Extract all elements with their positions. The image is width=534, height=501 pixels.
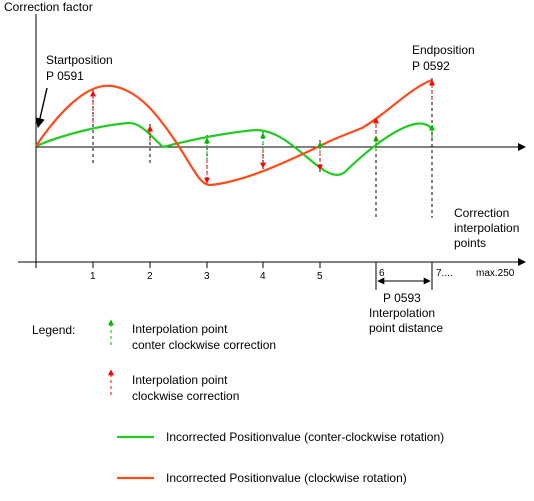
tick-label-1: 1 bbox=[90, 271, 96, 282]
tick-label-7: 7.... bbox=[436, 268, 453, 279]
x-axis-title-line1: Correction bbox=[454, 206, 509, 220]
x-axis-upper-arrowhead bbox=[518, 143, 526, 151]
x-axis-title-line2: interpolation bbox=[454, 221, 519, 235]
tick-label-3: 3 bbox=[204, 271, 210, 282]
tick-label-6: 6 bbox=[379, 268, 385, 279]
distance-label-line3: point distance bbox=[369, 321, 443, 335]
legend-ccw-point-line2: conter clockwise correction bbox=[132, 338, 276, 352]
distance-label-line1: P 0593 bbox=[383, 291, 421, 305]
max-label: max.250 bbox=[476, 268, 515, 279]
tick-label-2: 2 bbox=[147, 271, 153, 282]
red-curve-cw bbox=[35, 78, 433, 187]
tick-label-4: 4 bbox=[260, 271, 266, 282]
end-label-line1: Endposition bbox=[412, 43, 475, 57]
x-axis-lower-arrowhead bbox=[518, 258, 526, 266]
legend-title: Legend: bbox=[32, 323, 75, 337]
start-label-line1: Startposition bbox=[46, 53, 113, 67]
legend-cw-point-line2: clockwise correction bbox=[132, 389, 239, 403]
y-axis-title: Correction factor bbox=[4, 0, 93, 14]
legend-cw-point-line1: Interpolation point bbox=[132, 373, 228, 387]
legend-ccw-point-line1: Interpolation point bbox=[132, 322, 228, 336]
legend-red-line-label: Incorrected Positionvalue (clockwise rot… bbox=[166, 471, 407, 485]
start-label-line2: P 0591 bbox=[46, 69, 84, 83]
distance-label-line2: Interpolation bbox=[369, 306, 435, 320]
legend-green-line-label: Incorrected Positionvalue (conter-clockw… bbox=[166, 430, 444, 444]
tick-label-5: 5 bbox=[317, 271, 323, 282]
start-pointer-arrow bbox=[35, 87, 48, 128]
green-curve-ccw bbox=[35, 121, 434, 176]
end-label-line2: P 0592 bbox=[412, 59, 450, 73]
x-axis-title-line3: points bbox=[454, 236, 486, 250]
